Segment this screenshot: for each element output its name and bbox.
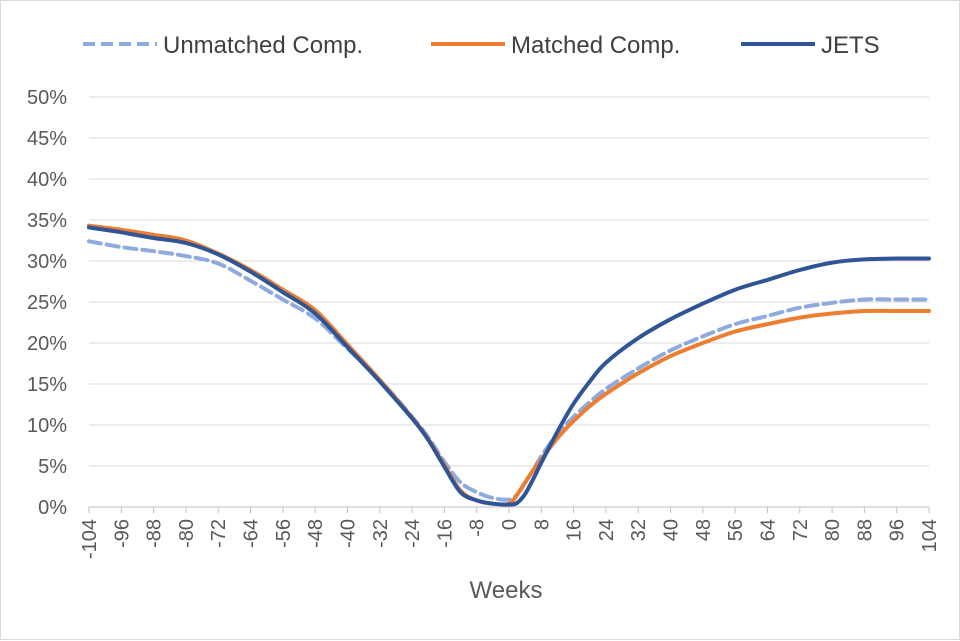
legend-label: Unmatched Comp. (163, 32, 363, 59)
series-lines (87, 223, 931, 507)
x-tick-label: -56 (273, 519, 295, 548)
x-tick-label: 16 (564, 519, 586, 541)
x-tick-label: 96 (887, 519, 909, 541)
x-tick-label: -96 (111, 519, 133, 548)
legend-item-jets: JETS (741, 32, 880, 59)
x-tick-label: 8 (531, 519, 553, 530)
legend-label: Matched Comp. (511, 32, 680, 59)
x-tick-label: -32 (370, 519, 392, 548)
x-tick-label: 0 (499, 519, 521, 530)
y-tick-label: 25% (27, 292, 67, 314)
x-tick-label: 72 (790, 519, 812, 541)
y-tick-label: 0% (38, 497, 67, 519)
x-axis (88, 506, 930, 513)
x-tick-label: -16 (434, 519, 456, 548)
x-tick-label: 80 (822, 519, 844, 541)
y-tick-label: 45% (27, 128, 67, 150)
legend-item-unmatched-comp: Unmatched Comp. (83, 32, 363, 59)
y-tick-label: 35% (27, 210, 67, 232)
x-tick-label: -88 (144, 519, 166, 548)
x-tick-label: 40 (661, 519, 683, 541)
y-tick-label: 40% (27, 169, 67, 191)
x-tick-label: -40 (337, 519, 359, 548)
x-tick-label: 104 (919, 519, 941, 552)
x-tick-label: 48 (693, 519, 715, 541)
y-tick-label: 30% (27, 251, 67, 273)
x-tick-label: -104 (79, 519, 101, 559)
x-axis-title: Weeks (470, 577, 543, 604)
y-tick-label: 20% (27, 333, 67, 355)
x-tick-label: 24 (596, 519, 618, 541)
x-tick-label: -8 (467, 519, 489, 537)
legend: Unmatched Comp. Matched Comp. JETS (83, 32, 880, 59)
x-axis-tick-labels: -104 -96 -88 -80 -72 -64 -56 -48 -40 -32 -24 -16 -8 0… (79, 519, 941, 559)
y-tick-label: 50% (27, 87, 67, 109)
y-tick-label: 10% (27, 415, 67, 437)
x-tick-label: -80 (176, 519, 198, 548)
series-line-jets (87, 225, 931, 507)
y-axis-tick-labels: 0% 5% 10% 15% 20% 25% 30% 35% 40% 45% 50% (27, 87, 67, 519)
gridlines (89, 96, 929, 467)
x-tick-label: 56 (725, 519, 747, 541)
series-line-unmatched-comp (87, 239, 931, 502)
legend-label: JETS (821, 32, 880, 59)
legend-item-matched-comp: Matched Comp. (431, 32, 680, 59)
x-tick-label: 88 (854, 519, 876, 541)
y-tick-label: 5% (38, 456, 67, 478)
x-tick-label: -72 (208, 519, 230, 548)
x-tick-label: -24 (402, 519, 424, 548)
x-tick-label: 64 (757, 519, 779, 541)
x-tick-label: -64 (241, 519, 263, 548)
x-tick-label: -48 (305, 519, 327, 548)
x-tick-label: 32 (628, 519, 650, 541)
y-tick-label: 15% (27, 374, 67, 396)
